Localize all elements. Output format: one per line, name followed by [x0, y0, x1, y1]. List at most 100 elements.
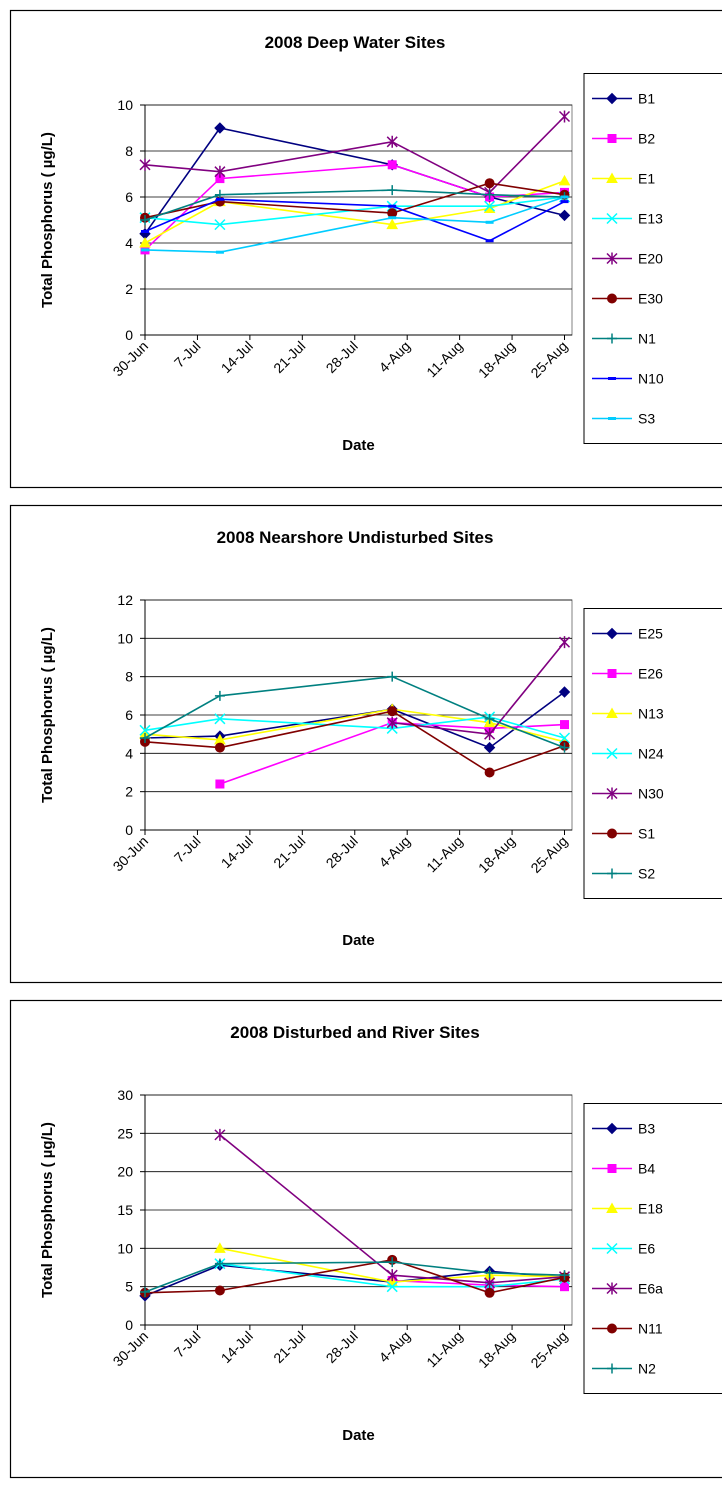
marker	[560, 1282, 570, 1292]
y-tick-label: 4	[125, 745, 133, 761]
marker	[485, 239, 494, 243]
legend-label: N13	[638, 706, 664, 722]
x-axis-title: Date	[342, 437, 375, 454]
marker	[558, 732, 571, 744]
marker	[215, 250, 224, 254]
marker	[386, 1281, 398, 1293]
marker	[484, 1276, 496, 1289]
y-tick-label: 0	[125, 822, 133, 838]
marker	[141, 248, 149, 252]
y-tick-label: 20	[117, 1164, 133, 1180]
legend-label: E18	[638, 1201, 663, 1217]
legend-label: N11	[638, 1321, 663, 1337]
marker	[388, 204, 397, 208]
legend-label: E6a	[638, 1281, 663, 1297]
y-tick-label: 6	[125, 707, 133, 723]
y-tick-label: 5	[125, 1279, 133, 1295]
x-axis-title: Date	[342, 932, 375, 949]
marker	[214, 742, 225, 753]
marker	[607, 333, 617, 344]
x-axis-title: Date	[342, 1427, 375, 1444]
chart-title: 2008 Disturbed and River Sites	[230, 1023, 479, 1042]
marker	[607, 828, 617, 839]
marker	[484, 200, 496, 212]
y-axis-title: Total Phosphorus ( µg/L)	[39, 1122, 56, 1298]
y-axis-title: Total Phosphorus ( µg/L)	[39, 627, 56, 803]
legend-label: N10	[638, 371, 664, 387]
y-tick-label: 0	[125, 1317, 133, 1333]
marker	[606, 212, 618, 225]
chart-title: 2008 Deep Water Sites	[265, 33, 446, 52]
marker	[141, 230, 149, 233]
marker	[484, 713, 495, 724]
marker	[214, 1128, 226, 1141]
marker	[387, 185, 398, 196]
marker	[607, 134, 617, 143]
legend-label: B4	[638, 1161, 655, 1177]
marker	[606, 787, 618, 800]
legend-label: E1	[638, 171, 655, 187]
marker	[606, 747, 618, 760]
marker	[606, 707, 618, 718]
marker	[214, 713, 226, 725]
marker	[387, 160, 397, 170]
y-tick-label: 10	[117, 1240, 133, 1256]
y-tick-label: 6	[125, 189, 133, 205]
marker	[558, 636, 571, 649]
marker	[607, 293, 617, 304]
legend-label: N1	[638, 331, 656, 347]
marker	[485, 220, 494, 224]
chart-panel: 2008 Disturbed and River Sites 0 5 10 15 20 25…	[9, 999, 722, 1479]
marker	[139, 158, 151, 171]
legend-label: E25	[638, 626, 663, 642]
marker	[386, 1269, 398, 1282]
legend-label: E30	[638, 291, 663, 307]
marker	[560, 720, 570, 730]
marker	[140, 1287, 150, 1298]
marker	[607, 1363, 617, 1374]
y-tick-label: 2	[125, 784, 133, 800]
y-tick-label: 15	[117, 1202, 133, 1218]
marker	[214, 1242, 226, 1253]
y-tick-label: 12	[117, 592, 133, 608]
marker	[214, 1258, 225, 1269]
marker	[484, 767, 495, 778]
y-tick-label: 10	[117, 630, 133, 646]
legend-label: S1	[638, 826, 655, 842]
marker	[387, 706, 398, 717]
marker	[483, 741, 496, 754]
marker	[214, 1285, 225, 1296]
y-tick-label: 8	[125, 143, 133, 159]
legend-label: B1	[638, 91, 655, 107]
y-tick-label: 2	[125, 281, 133, 297]
y-tick-label: 8	[125, 669, 133, 685]
marker	[214, 690, 225, 701]
y-axis-title: Total Phosphorus ( µg/L)	[39, 132, 56, 308]
marker	[607, 1323, 617, 1334]
chart-title: 2008 Nearshore Undisturbed Sites	[217, 528, 494, 547]
marker	[607, 669, 617, 678]
y-tick-label: 25	[117, 1125, 133, 1141]
marker	[606, 1202, 618, 1213]
marker	[215, 197, 224, 201]
y-tick-label: 0	[125, 327, 133, 343]
marker	[214, 219, 226, 231]
marker	[387, 1257, 398, 1268]
marker	[484, 1287, 495, 1298]
marker	[215, 779, 225, 789]
marker	[606, 172, 618, 183]
marker	[558, 686, 571, 698]
marker	[484, 178, 495, 189]
marker	[140, 215, 150, 225]
legend-label: S2	[638, 866, 655, 882]
legend-label: N24	[638, 746, 664, 762]
marker	[388, 216, 397, 220]
marker	[606, 1282, 618, 1295]
legend-label: E6	[638, 1241, 655, 1257]
series-line	[219, 1134, 565, 1284]
marker	[214, 165, 226, 178]
series-line	[219, 721, 565, 785]
legend-label: B2	[638, 131, 655, 147]
y-tick-label: 4	[125, 235, 133, 251]
